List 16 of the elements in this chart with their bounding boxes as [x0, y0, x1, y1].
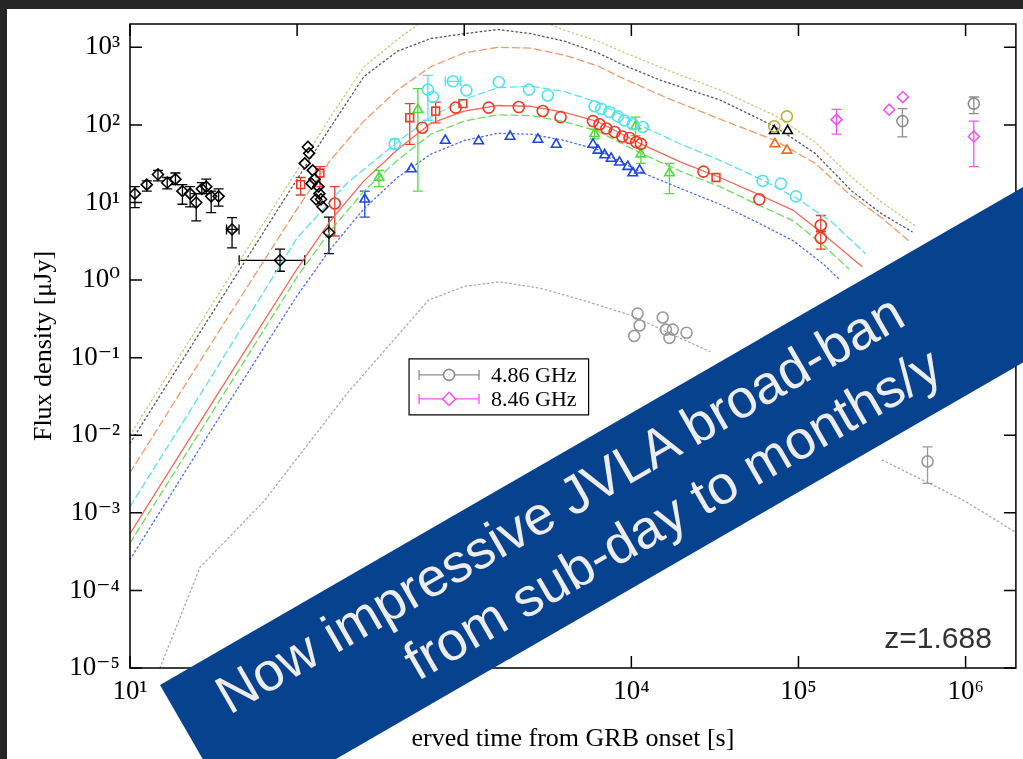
x-axis-title: erved time from GRB onset [s] — [411, 723, 735, 753]
y-tick-label: 10⁻³ — [70, 495, 120, 526]
y-tick-label: 10² — [84, 108, 120, 139]
legend-label: 4.86 GHz — [491, 361, 577, 387]
x-tick-label: 10⁴ — [613, 675, 650, 706]
y-axis-title: Flux density [μJy] — [28, 250, 58, 442]
y-tick-label: 10¹ — [84, 185, 120, 216]
y-tick-label: 10⁰ — [82, 263, 121, 294]
y-tick-label: 10⁻⁴ — [69, 573, 120, 604]
legend-label: 8.46 GHz — [491, 385, 577, 411]
y-tick-label: 10⁻² — [70, 418, 120, 449]
y-tick-label: 10³ — [84, 30, 120, 61]
annotation: z=1.688 — [884, 621, 992, 654]
x-tick-label: 10⁶ — [947, 675, 984, 706]
x-tick-label: 10⁵ — [780, 675, 817, 706]
y-tick-label: 10⁻¹ — [70, 340, 120, 371]
